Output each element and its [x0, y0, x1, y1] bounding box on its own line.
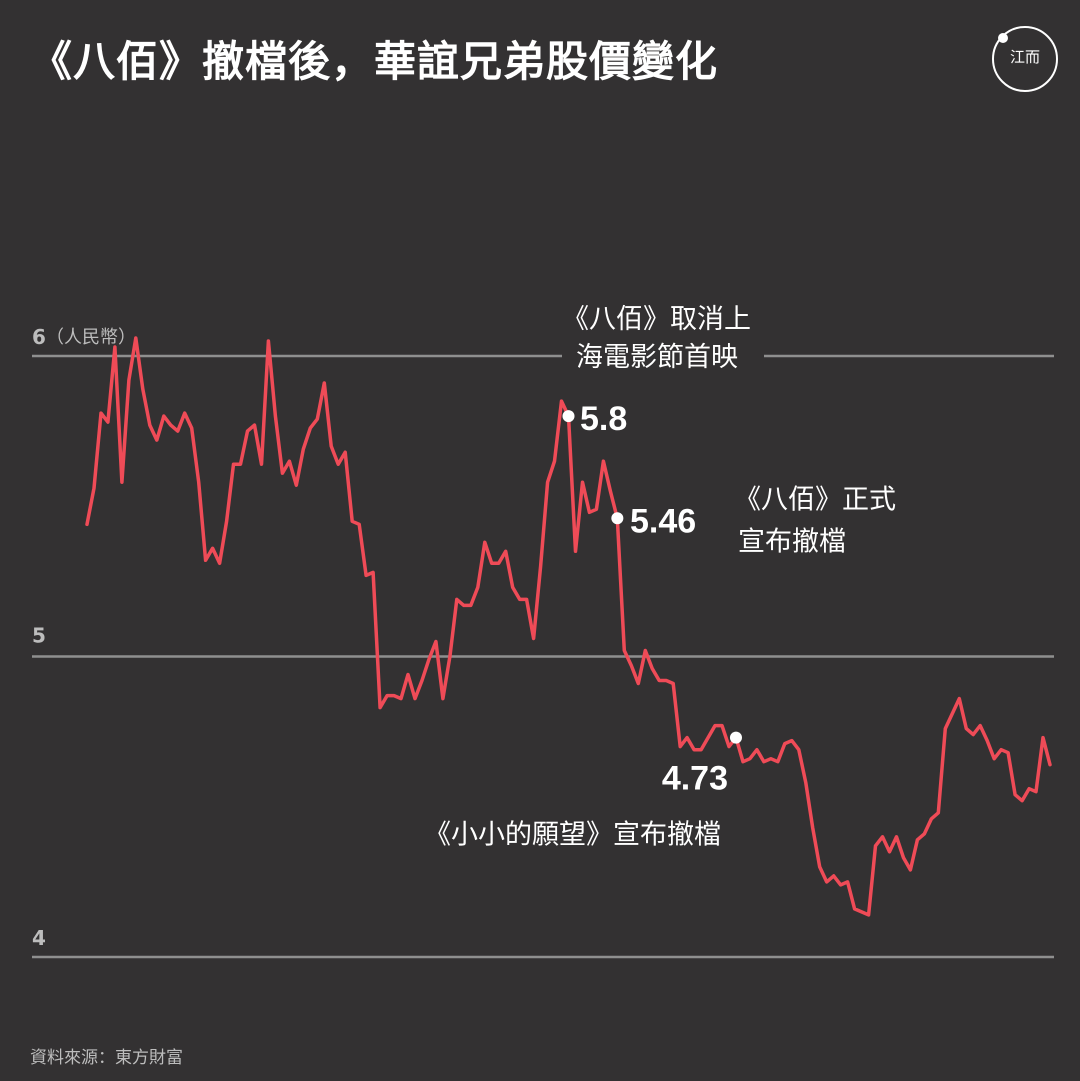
- y-tick-label-6: 6: [32, 325, 46, 349]
- annotation-note: 《八佰》取消上: [562, 304, 751, 335]
- gridlines: [32, 354, 1054, 959]
- y-tick-label-5: 5: [32, 624, 46, 648]
- annotation-point: [729, 731, 742, 744]
- logo-dot: [998, 33, 1008, 43]
- brand-logo: 江而: [992, 26, 1058, 92]
- source-note: 資料來源：東方財富: [30, 1048, 183, 1068]
- annotation-note: 海電影節首映: [576, 342, 738, 373]
- y-tick-label-4: 4: [32, 926, 46, 950]
- annotation-value-label: 5.46: [630, 502, 696, 540]
- annotation-value-label: 5.8: [580, 400, 627, 438]
- y-unit-label: （人民幣）: [46, 327, 136, 348]
- annotation-note: 宣布撤檔: [738, 526, 846, 557]
- annotation-note: 《小小的願望》宣布撤檔: [424, 820, 721, 851]
- annotations: 5.8 《八佰》取消上 海電影節首映 5.46 《八佰》正式 宣布撤檔 4.73…: [424, 304, 896, 851]
- annotation-note: 《八佰》正式: [734, 484, 896, 515]
- axis-labels: 6 （人民幣） 5 4: [32, 325, 136, 950]
- annotation-point: [562, 410, 575, 423]
- page-title: 《八佰》撤檔後，華誼兄弟股價變化: [30, 37, 719, 86]
- annotation-value-label: 4.73: [662, 760, 728, 798]
- annotation-point: [611, 512, 624, 525]
- logo-mark: 江而: [1009, 48, 1040, 66]
